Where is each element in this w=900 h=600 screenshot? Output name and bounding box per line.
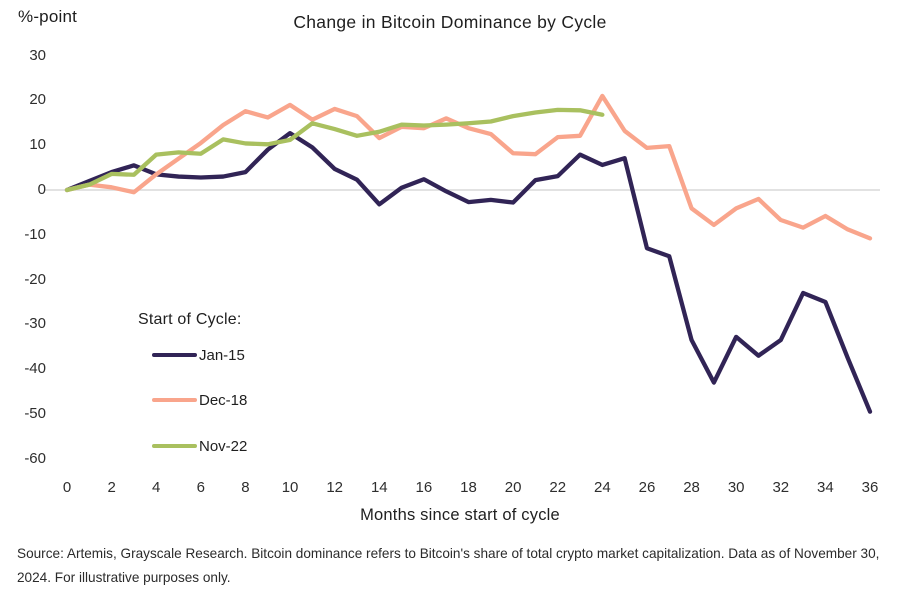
x-tick-label: 22 [549, 479, 567, 496]
y-tick-label: -20 [24, 270, 46, 288]
legend-swatch-jan-15 [152, 352, 197, 358]
series-line-dec-18 [64, 93, 873, 241]
x-tick-label: 36 [861, 479, 879, 496]
series-line-jan-15 [64, 130, 873, 414]
y-tick-label: -10 [24, 225, 46, 243]
legend-swatch-nov-22 [152, 443, 197, 449]
x-tick-label: 14 [370, 479, 388, 496]
x-tick-label: 26 [638, 479, 656, 496]
legend-label: Nov-22 [199, 437, 248, 455]
y-tick-label: 0 [37, 181, 46, 198]
x-tick-label: 0 [62, 479, 72, 496]
chart-title: Change in Bitcoin Dominance by Cycle [293, 12, 607, 32]
x-tick-label: 8 [241, 479, 250, 496]
x-tick-label: 34 [817, 479, 834, 496]
y-axis-unit-label: %-point [18, 7, 78, 26]
legend-label: Jan-15 [199, 346, 245, 364]
x-tick-label: 10 [281, 479, 299, 496]
y-tick-label: 20 [29, 91, 46, 109]
x-tick-label: 20 [504, 479, 522, 496]
x-tick-label: 18 [460, 479, 477, 496]
legend-item-jan-15: Jan-15 [152, 346, 245, 364]
legend-swatch-dec-18 [152, 397, 197, 403]
x-axis-title: Months since start of cycle [360, 506, 560, 524]
y-tick-label: 10 [29, 136, 46, 154]
series-line-nov-22 [64, 107, 605, 193]
legend-item-nov-22: Nov-22 [152, 437, 247, 455]
y-tick-label: -60 [24, 449, 46, 467]
x-tick-label: 32 [772, 479, 790, 496]
legend-label: Dec-18 [199, 391, 248, 409]
legend: Start of Cycle: Jan-15 Dec-18 Nov-22 [138, 311, 358, 455]
x-tick-label: 28 [683, 479, 700, 496]
legend-title: Start of Cycle: [138, 311, 242, 328]
x-tick-label: 4 [152, 479, 161, 496]
legend-item-dec-18: Dec-18 [152, 391, 247, 409]
x-tick-label: 16 [415, 479, 433, 496]
y-tick-label: -50 [24, 404, 46, 422]
y-tick-label: -40 [24, 360, 46, 378]
x-tick-label: 6 [196, 479, 205, 496]
x-tick-label: 24 [594, 479, 611, 496]
source-footnote: Source: Artemis, Grayscale Research. Bit… [17, 546, 880, 585]
x-tick-label: 2 [107, 479, 116, 496]
y-tick-label: 30 [29, 46, 46, 64]
y-tick-label: -30 [24, 315, 46, 333]
x-tick-label: 30 [727, 479, 745, 496]
x-tick-label: 12 [326, 479, 344, 496]
